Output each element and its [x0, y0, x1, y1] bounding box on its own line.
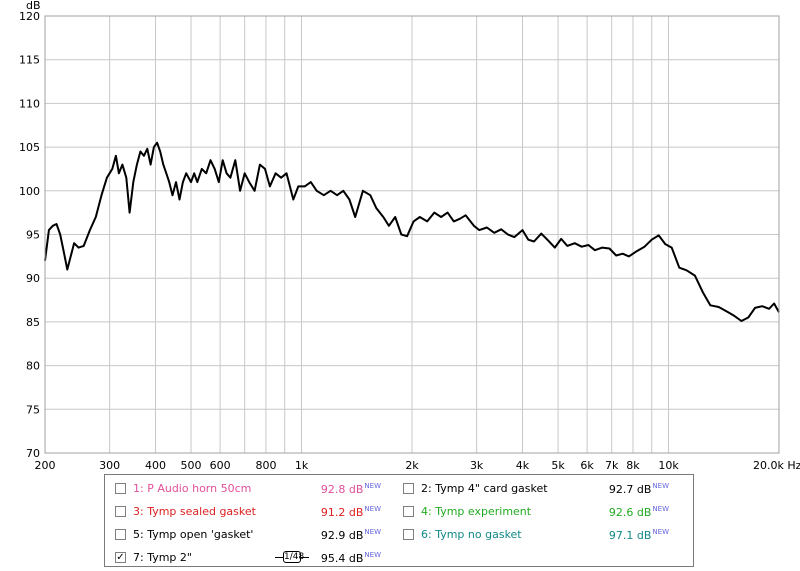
legend-entry-value: 97.1 dBNEW — [608, 528, 669, 542]
y-tick-label: 100 — [19, 185, 40, 198]
series-layer — [44, 141, 780, 322]
new-badge: NEW — [652, 505, 669, 513]
legend-entry: 6: Tymp no gasket 97.1 dBNEW — [403, 527, 683, 545]
legend-checkbox[interactable] — [403, 506, 414, 517]
y-tick-label: 85 — [26, 316, 40, 329]
legend-entry-label: 3: Tymp sealed gasket — [133, 505, 256, 518]
legend-entry-label: 2: Tymp 4" card gasket — [421, 482, 548, 495]
legend-checkbox[interactable] — [403, 529, 414, 540]
y-tick-label: 110 — [19, 97, 40, 110]
legend-entry-label: 1: P Audio horn 50cm — [133, 482, 252, 495]
x-tick-label: 500 — [181, 459, 202, 470]
legend-entry-value: 92.9 dBNEW — [320, 528, 381, 542]
legend-entry-value: 92.6 dBNEW — [608, 505, 669, 519]
x-tick-label: 5k — [551, 459, 565, 470]
legend-entry-label: 5: Tymp open 'gasket' — [133, 528, 254, 541]
y-tick-label: 90 — [26, 272, 40, 285]
legend-checkbox[interactable] — [115, 483, 126, 494]
series-line-1 — [44, 141, 780, 322]
legend-checkbox[interactable] — [115, 506, 126, 517]
y-tick-label: 115 — [19, 54, 40, 67]
legend-checkbox[interactable] — [403, 483, 414, 494]
legend-entry-label: 6: Tymp no gasket — [421, 528, 522, 541]
x-tick-label: 20.0k Hz — [753, 459, 800, 470]
legend-entry: 4: Tymp experiment 92.6 dBNEW — [403, 504, 683, 522]
x-tick-label: 1k — [295, 459, 309, 470]
x-tick-label: 300 — [99, 459, 120, 470]
y-tick-label: 95 — [26, 229, 40, 242]
legend-panel: 1: P Audio horn 50cm 92.8 dBNEW 2: Tymp 4"… — [104, 474, 694, 567]
legend-entry-value: 91.2 dBNEW — [320, 505, 381, 519]
y-tick-label: 70 — [26, 447, 40, 460]
legend-entry-value: 92.8 dBNEW — [320, 482, 381, 496]
x-tick-label: 400 — [145, 459, 166, 470]
legend-entry-value: 95.4 dBNEW — [320, 551, 381, 565]
legend-entry: 1: P Audio horn 50cm 92.8 dBNEW — [115, 481, 395, 499]
legend-entry: 3: Tymp sealed gasket 91.2 dBNEW — [115, 504, 395, 522]
y-tick-label: 80 — [26, 360, 40, 373]
y-axis-label: dB — [26, 0, 41, 12]
x-tick-label: 2k — [405, 459, 419, 470]
x-tick-label: 6k — [580, 459, 594, 470]
legend-entry: 5: Tymp open 'gasket' 92.9 dBNEW — [115, 527, 395, 545]
legend-entry-label: 7: Tymp 2" — [133, 551, 192, 564]
x-tick-label: 3k — [470, 459, 484, 470]
x-axis-ticks: 200 300 400 500 600 800 1k 2k 3k 4k 5k 6k 7k 8k 10k 20.… — [35, 459, 800, 470]
y-axis-ticks: 70 75 80 85 90 95 100 105 110 115 120 — [19, 10, 40, 460]
legend-entry-value: 92.7 dBNEW — [608, 482, 669, 496]
x-tick-label: 8k — [626, 459, 640, 470]
legend-entry-label: 4: Tymp experiment — [421, 505, 532, 518]
x-tick-label: 10k — [658, 459, 679, 470]
legend-entry: 2: Tymp 4" card gasket 92.7 dBNEW — [403, 481, 683, 499]
x-tick-label: 800 — [255, 459, 276, 470]
smoothing-label: 1/48 — [283, 551, 305, 563]
x-tick-label: 4k — [516, 459, 530, 470]
legend-checkbox[interactable] — [115, 529, 126, 540]
x-tick-label: 200 — [35, 459, 56, 470]
y-tick-label: 75 — [26, 403, 40, 416]
plot-border — [44, 15, 780, 454]
x-tick-label: 7k — [605, 459, 619, 470]
x-tick-label: 600 — [210, 459, 231, 470]
legend-entry: ✓ 7: Tymp 2" 1/48 95.4 dBNEW — [115, 550, 395, 568]
y-tick-label: 105 — [19, 141, 40, 154]
grid-layer — [44, 15, 780, 454]
new-badge: NEW — [364, 482, 381, 490]
smoothing-indicator[interactable]: 1/48 — [275, 550, 309, 565]
frequency-response-chart: 70 75 80 85 90 95 100 105 110 115 120 200 300 400 500… — [19, 0, 800, 470]
legend-checkbox[interactable]: ✓ — [115, 552, 126, 563]
new-badge: NEW — [652, 482, 669, 490]
new-badge: NEW — [364, 528, 381, 536]
new-badge: NEW — [364, 551, 381, 559]
y-tick-label: 120 — [19, 10, 40, 23]
new-badge: NEW — [652, 528, 669, 536]
new-badge: NEW — [364, 505, 381, 513]
